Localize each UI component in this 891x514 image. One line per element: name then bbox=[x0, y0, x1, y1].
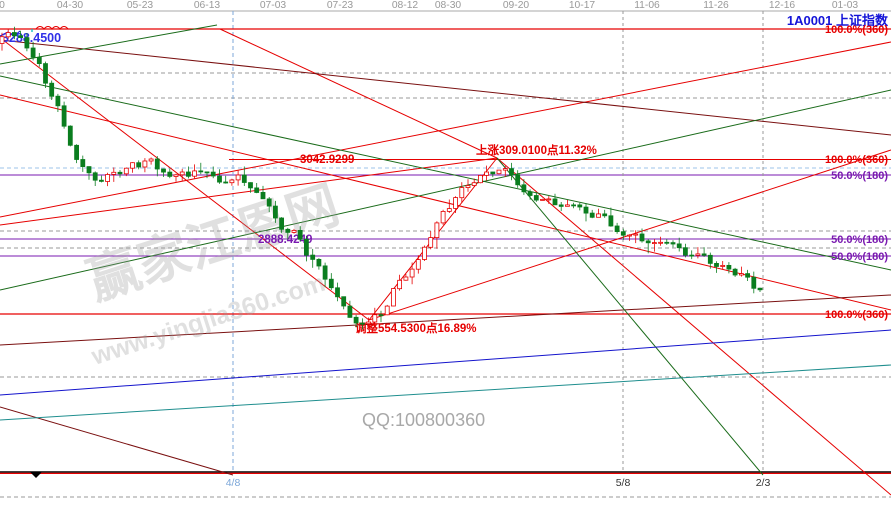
svg-text:50.0%(180): 50.0%(180) bbox=[831, 234, 888, 246]
svg-text:调整554.5300点16.89%: 调整554.5300点16.89% bbox=[355, 321, 476, 335]
svg-text:12-16: 12-16 bbox=[769, 0, 796, 11]
svg-text:0: 0 bbox=[0, 0, 5, 11]
svg-text:08-12: 08-12 bbox=[392, 0, 419, 11]
svg-text:09-20: 09-20 bbox=[503, 0, 530, 11]
svg-text:04-30: 04-30 bbox=[57, 0, 84, 11]
svg-text:11-06: 11-06 bbox=[634, 0, 660, 11]
svg-text:2/3: 2/3 bbox=[756, 477, 771, 489]
svg-text:5/8: 5/8 bbox=[616, 477, 631, 489]
svg-text:01-03: 01-03 bbox=[832, 0, 859, 11]
svg-text:100.0%(360): 100.0%(360) bbox=[825, 24, 888, 36]
svg-text:07-23: 07-23 bbox=[327, 0, 354, 11]
svg-text:06-13: 06-13 bbox=[194, 0, 221, 11]
svg-text:07-03: 07-03 bbox=[260, 0, 287, 11]
svg-text:100.0%(360): 100.0%(360) bbox=[825, 309, 888, 321]
svg-text:3042.9299: 3042.9299 bbox=[300, 154, 354, 166]
svg-text:08-30: 08-30 bbox=[435, 0, 462, 11]
svg-text:100.0%(360): 100.0%(360) bbox=[825, 154, 888, 166]
svg-text:QQ:100800360: QQ:100800360 bbox=[362, 410, 485, 430]
svg-text:上涨309.0100点11.32%: 上涨309.0100点11.32% bbox=[476, 143, 597, 157]
svg-text:50.0%(180): 50.0%(180) bbox=[831, 170, 888, 182]
svg-text:4/8: 4/8 bbox=[226, 477, 241, 489]
svg-text:05-23: 05-23 bbox=[127, 0, 154, 11]
svg-text:11-26: 11-26 bbox=[703, 0, 729, 11]
svg-text:50.0%(180): 50.0%(180) bbox=[831, 251, 888, 263]
svg-text:10-17: 10-17 bbox=[569, 0, 596, 11]
svg-text:3288.4500: 3288.4500 bbox=[2, 31, 61, 45]
